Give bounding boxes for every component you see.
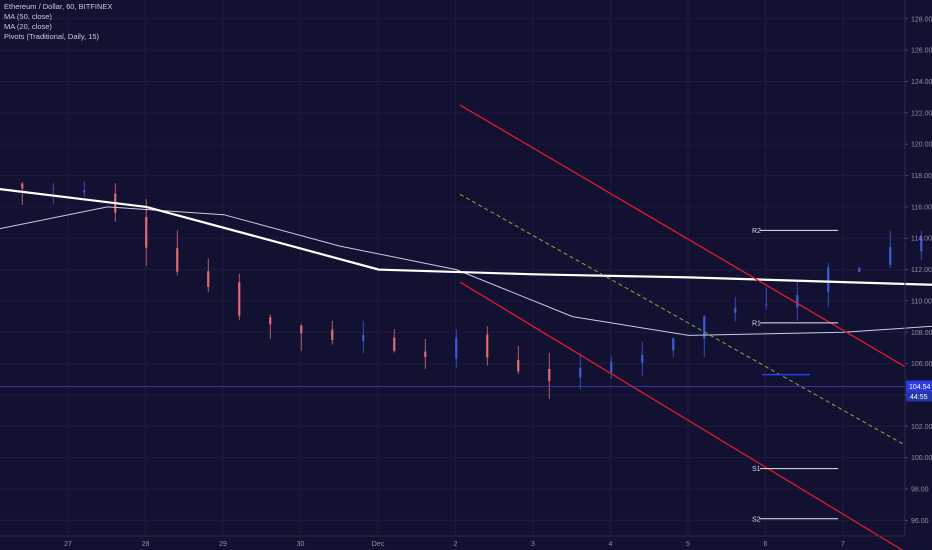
- candle-body: [486, 334, 489, 358]
- candle-body: [517, 359, 520, 372]
- y-tick-label: 112.00: [911, 267, 932, 274]
- countdown-badge-box: [906, 391, 932, 402]
- candle-body: [610, 361, 613, 373]
- y-tick-label: 96.00: [911, 518, 929, 525]
- time-axis[interactable]: 27 28 29 30 Dec 2 3 4 5 6 7: [0, 535, 905, 548]
- y-tick-label: 106.00: [911, 361, 932, 368]
- candle-body: [827, 267, 830, 292]
- candle-body: [796, 295, 799, 308]
- chart-legend: Ethereum / Dollar, 60, BITFINEX MA (50, …: [4, 2, 112, 42]
- x-tick-label: 27: [64, 541, 72, 548]
- y-tick-label: 108.00: [911, 330, 932, 337]
- x-tick-label: 4: [609, 541, 613, 548]
- y-tick-label: 110.00: [911, 298, 932, 305]
- candle-body: [455, 337, 458, 359]
- x-tick-label: 30: [297, 541, 305, 548]
- candle-body: [393, 337, 396, 351]
- candle-body: [145, 216, 148, 248]
- y-tick-label: 114.00: [911, 236, 932, 243]
- candle-body: [176, 248, 179, 272]
- y-tick-label: 122.00: [911, 110, 932, 117]
- ma50-legend[interactable]: MA (50, close): [4, 12, 52, 21]
- last-price-badge: 104.54 44:55: [906, 380, 932, 402]
- candle-body: [858, 268, 861, 272]
- candle-body: [641, 354, 644, 363]
- ma20-legend[interactable]: MA (20, close): [4, 22, 52, 31]
- candle-body: [331, 329, 334, 341]
- y-tick-label: 120.00: [911, 142, 932, 149]
- candle-body: [424, 351, 427, 357]
- indicator-lines: [0, 188, 932, 336]
- candle-body: [548, 368, 551, 381]
- y-tick-label: 118.00: [911, 173, 932, 180]
- candle-body: [889, 246, 892, 265]
- candle-body: [300, 325, 303, 334]
- y-tick-label: 102.00: [911, 424, 932, 431]
- candle-body: [269, 317, 272, 325]
- x-tick-label: 3: [531, 541, 535, 548]
- candle-body: [21, 183, 24, 189]
- y-tick-label: 128.00: [911, 16, 932, 23]
- candle-body: [703, 316, 706, 339]
- x-tick-label: 28: [142, 541, 150, 548]
- y-tick-label: 126.00: [911, 48, 932, 55]
- pivot-label-s2: S2: [752, 516, 761, 523]
- pivot-label-r2: R2: [752, 228, 761, 235]
- candle-body: [672, 338, 675, 351]
- pivot-label-r1: R1: [752, 320, 761, 327]
- channel-drawings: R2 R1 S1 S2: [0, 104, 906, 550]
- y-tick-label: 100.00: [911, 455, 932, 462]
- candle-body: [734, 307, 737, 313]
- x-tick-label: 29: [219, 541, 227, 548]
- channel-mid-dashed: [459, 193, 906, 446]
- candle-body: [920, 235, 923, 252]
- y-tick-label: 116.00: [911, 204, 932, 211]
- x-tick-label: 2: [454, 541, 458, 548]
- candle-body: [765, 304, 768, 306]
- price-axis[interactable]: 96.0098.00100.00102.00104.00106.00108.00…: [904, 0, 932, 536]
- y-tick-label: 124.00: [911, 79, 932, 86]
- ma20-line: [0, 206, 932, 336]
- candle-body: [83, 190, 86, 193]
- candle-body: [207, 271, 210, 287]
- countdown-badge-value: 44:55: [910, 394, 928, 401]
- pivot-label-s1: S1: [752, 466, 761, 473]
- candle-body: [52, 188, 55, 190]
- channel-lower-line: [459, 281, 904, 550]
- x-tick-label: Dec: [372, 541, 385, 548]
- candle-body: [362, 335, 365, 342]
- candle-body: [579, 367, 582, 378]
- x-tick-label: 5: [686, 541, 690, 548]
- y-tick-label: 98.00: [911, 486, 929, 493]
- x-tick-label: 7: [841, 541, 845, 548]
- price-badge-value: 104.54: [909, 384, 931, 391]
- price-badge-box: [906, 380, 932, 392]
- x-tick-label: 6: [764, 541, 768, 548]
- pivots-legend[interactable]: Pivots (Traditional, Daily, 15): [4, 32, 100, 41]
- candle-body: [238, 282, 241, 316]
- symbol-title[interactable]: Ethereum / Dollar, 60, BITFINEX: [4, 2, 113, 11]
- candlestick-series: [21, 181, 923, 400]
